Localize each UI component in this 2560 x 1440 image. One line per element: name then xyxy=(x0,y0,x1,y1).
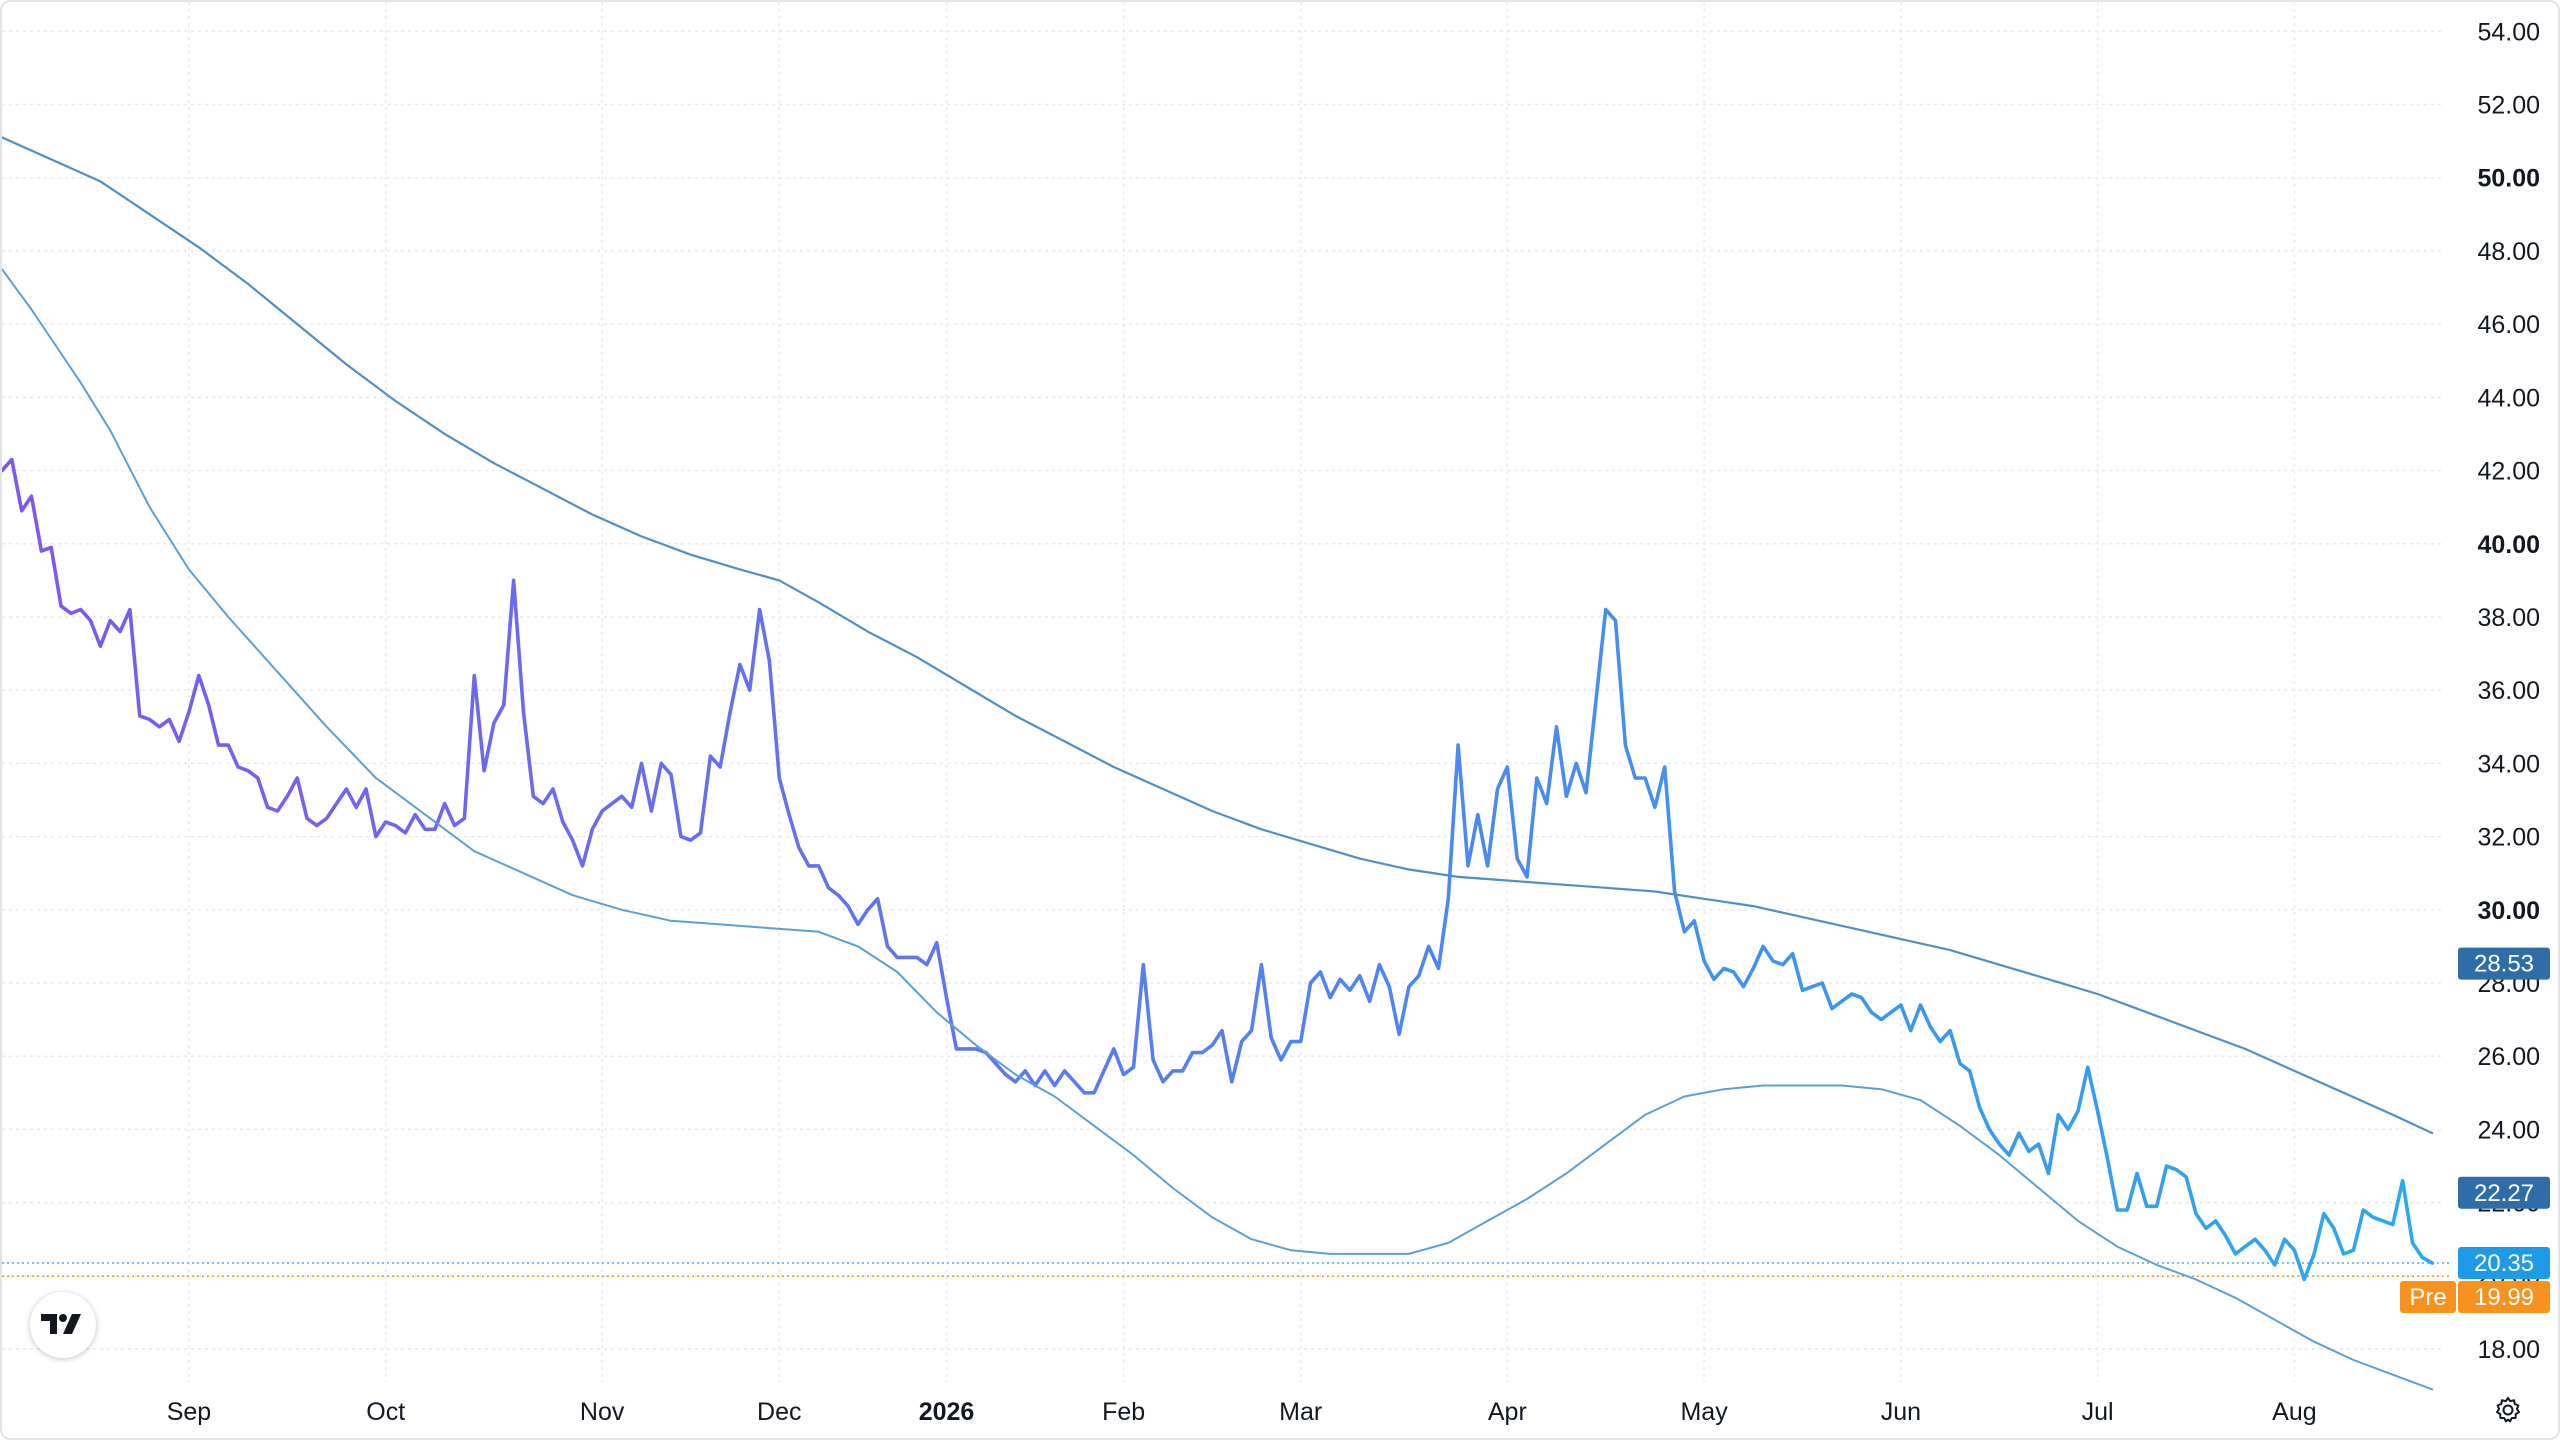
y-tick-label: 48.00 xyxy=(2477,238,2540,266)
x-tick-label: Jul xyxy=(2082,1398,2114,1426)
premarket-price-badge: 19.99 xyxy=(2458,1281,2550,1314)
y-tick-label: 36.00 xyxy=(2477,677,2540,705)
grid xyxy=(2,2,2442,1382)
x-tick-label: Jun xyxy=(1881,1398,1921,1426)
y-axis: 18.0020.0022.0024.0026.0028.0030.0032.00… xyxy=(2477,18,2540,1364)
y-tick-label: 52.00 xyxy=(2477,91,2540,119)
y-tick-label: 32.00 xyxy=(2477,824,2540,852)
x-axis: Sep Oct Nov Dec 2026 Feb Mar Apr May Jun Jul Aug xyxy=(167,1398,2317,1426)
y-tick-label: 18.00 xyxy=(2477,1336,2540,1364)
y-tick-label: 50.00 xyxy=(2477,165,2540,193)
tradingview-logo-icon[interactable] xyxy=(30,1292,96,1358)
y-tick-label: 42.00 xyxy=(2477,458,2540,486)
x-tick-label: Nov xyxy=(580,1398,625,1426)
series-group xyxy=(2,136,2434,1391)
y-tick-label: 34.00 xyxy=(2477,750,2540,778)
x-tick-label: 2026 xyxy=(919,1398,975,1426)
x-tick-label: Sep xyxy=(167,1398,211,1426)
y-tick-label: 40.00 xyxy=(2477,531,2540,559)
x-tick-label: May xyxy=(1680,1398,1728,1426)
y-tick-label: 30.00 xyxy=(2477,897,2540,925)
y-tick-label: 24.00 xyxy=(2477,1116,2540,1144)
y-tick-label: 54.00 xyxy=(2477,18,2540,46)
y-tick-label: 26.00 xyxy=(2477,1043,2540,1071)
x-tick-label: Oct xyxy=(366,1398,405,1426)
svg-text:20.35: 20.35 xyxy=(2474,1250,2534,1277)
settings-gear-icon[interactable] xyxy=(2490,1392,2526,1428)
y-tick-label: 46.00 xyxy=(2477,311,2540,339)
x-tick-label: Mar xyxy=(1279,1398,1322,1426)
ma-short-price-badge: 22.27 xyxy=(2458,1176,2550,1209)
x-tick-label: Dec xyxy=(757,1398,801,1426)
price-badges: 28.53 22.27 20.35 Pre 19.99 xyxy=(2400,947,2550,1314)
ma-long-price-badge: 28.53 xyxy=(2458,947,2550,980)
last-price-badge: 20.35 xyxy=(2458,1247,2550,1280)
premarket-prefix-badge: Pre xyxy=(2400,1281,2456,1314)
svg-text:22.27: 22.27 xyxy=(2474,1180,2534,1207)
ma-short-line xyxy=(2,268,2434,1391)
svg-text:19.99: 19.99 xyxy=(2474,1284,2534,1311)
price-line xyxy=(2,457,2434,1282)
ma-long-line xyxy=(2,136,2434,1135)
svg-text:Pre: Pre xyxy=(2409,1284,2446,1311)
x-tick-label: Aug xyxy=(2272,1398,2316,1426)
svg-text:28.53: 28.53 xyxy=(2474,951,2534,978)
x-tick-label: Apr xyxy=(1488,1398,1527,1426)
y-tick-label: 44.00 xyxy=(2477,384,2540,412)
premarket-line xyxy=(2,1262,2452,1277)
x-tick-label: Feb xyxy=(1102,1398,1145,1426)
y-tick-label: 38.00 xyxy=(2477,604,2540,632)
